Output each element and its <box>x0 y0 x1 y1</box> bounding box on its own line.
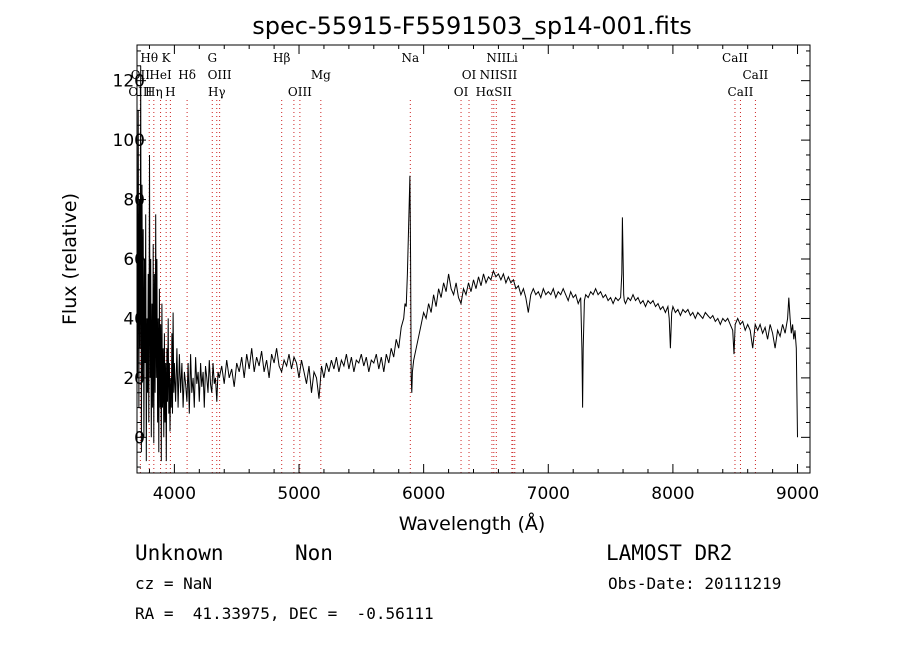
emission-line-label: CaII <box>722 51 748 65</box>
obs-date-label: Obs-Date: 20111219 <box>608 574 781 593</box>
emission-line-label: OIII <box>288 85 312 99</box>
emission-line-label: HαSII <box>476 85 513 99</box>
x-axis-ticks: 4000 5000 6000 7000 8000 9000 <box>148 45 819 504</box>
y-axis-title: Flux (relative) <box>59 193 81 325</box>
y-tick-label: 20 <box>123 369 145 389</box>
line-markers <box>139 100 756 473</box>
survey-label: LAMOST DR2 <box>606 541 732 565</box>
x-tick-label: 7000 <box>527 484 570 504</box>
chart-title: spec-55915-F5591503_sp14-001.fits <box>252 12 691 40</box>
coords-label: RA = 41.33975, DEC = -0.56111 <box>135 604 434 623</box>
y-tick-label: 60 <box>123 250 145 270</box>
class-label: Unknown <box>135 541 224 565</box>
emission-line-label: CaII <box>742 68 768 82</box>
spectrum-line <box>136 65 798 462</box>
emission-line-label: Hγ <box>208 85 226 99</box>
emission-line-label: G <box>207 51 217 65</box>
x-tick-label: 8000 <box>651 484 694 504</box>
y-tick-label: 100 <box>113 131 145 151</box>
x-tick-label: 9000 <box>776 484 819 504</box>
emission-line-label: NII <box>486 51 506 65</box>
emission-line-label: Hβ <box>273 51 290 65</box>
emission-line-label: OI <box>454 85 469 99</box>
y-tick-label: 120 <box>113 72 145 92</box>
emission-line-label: OIII <box>208 68 232 82</box>
emission-line-label: Hδ <box>178 68 196 82</box>
emission-line-label: CaII <box>728 85 754 99</box>
emission-line-label: K <box>162 51 172 65</box>
x-tick-label: 6000 <box>402 484 445 504</box>
y-tick-label: 80 <box>123 191 145 211</box>
x-tick-label: 4000 <box>153 484 196 504</box>
emission-line-label: OI <box>462 68 477 82</box>
y-tick-label: 0 <box>134 428 145 448</box>
plot-frame <box>136 44 811 474</box>
y-axis-ticks: 0 20 40 60 80 100 120 <box>113 50 810 468</box>
emission-line-label: Hη <box>145 85 163 99</box>
emission-line-label: NIISII <box>480 68 518 82</box>
subclass-label: Non <box>295 541 333 565</box>
redshift-label: cz = NaN <box>135 574 212 593</box>
x-tick-label: 5000 <box>277 484 320 504</box>
emission-line-label: HeI <box>149 68 172 82</box>
emission-line-label: Li <box>506 51 518 65</box>
y-tick-label: 40 <box>123 309 145 329</box>
emission-line-label: Na <box>401 51 419 65</box>
emission-line-label: Hθ <box>140 51 158 65</box>
emission-line-label: Mg <box>311 68 331 82</box>
emission-line-label: H <box>165 85 175 99</box>
x-axis-title: Wavelength (Å) <box>399 512 546 535</box>
